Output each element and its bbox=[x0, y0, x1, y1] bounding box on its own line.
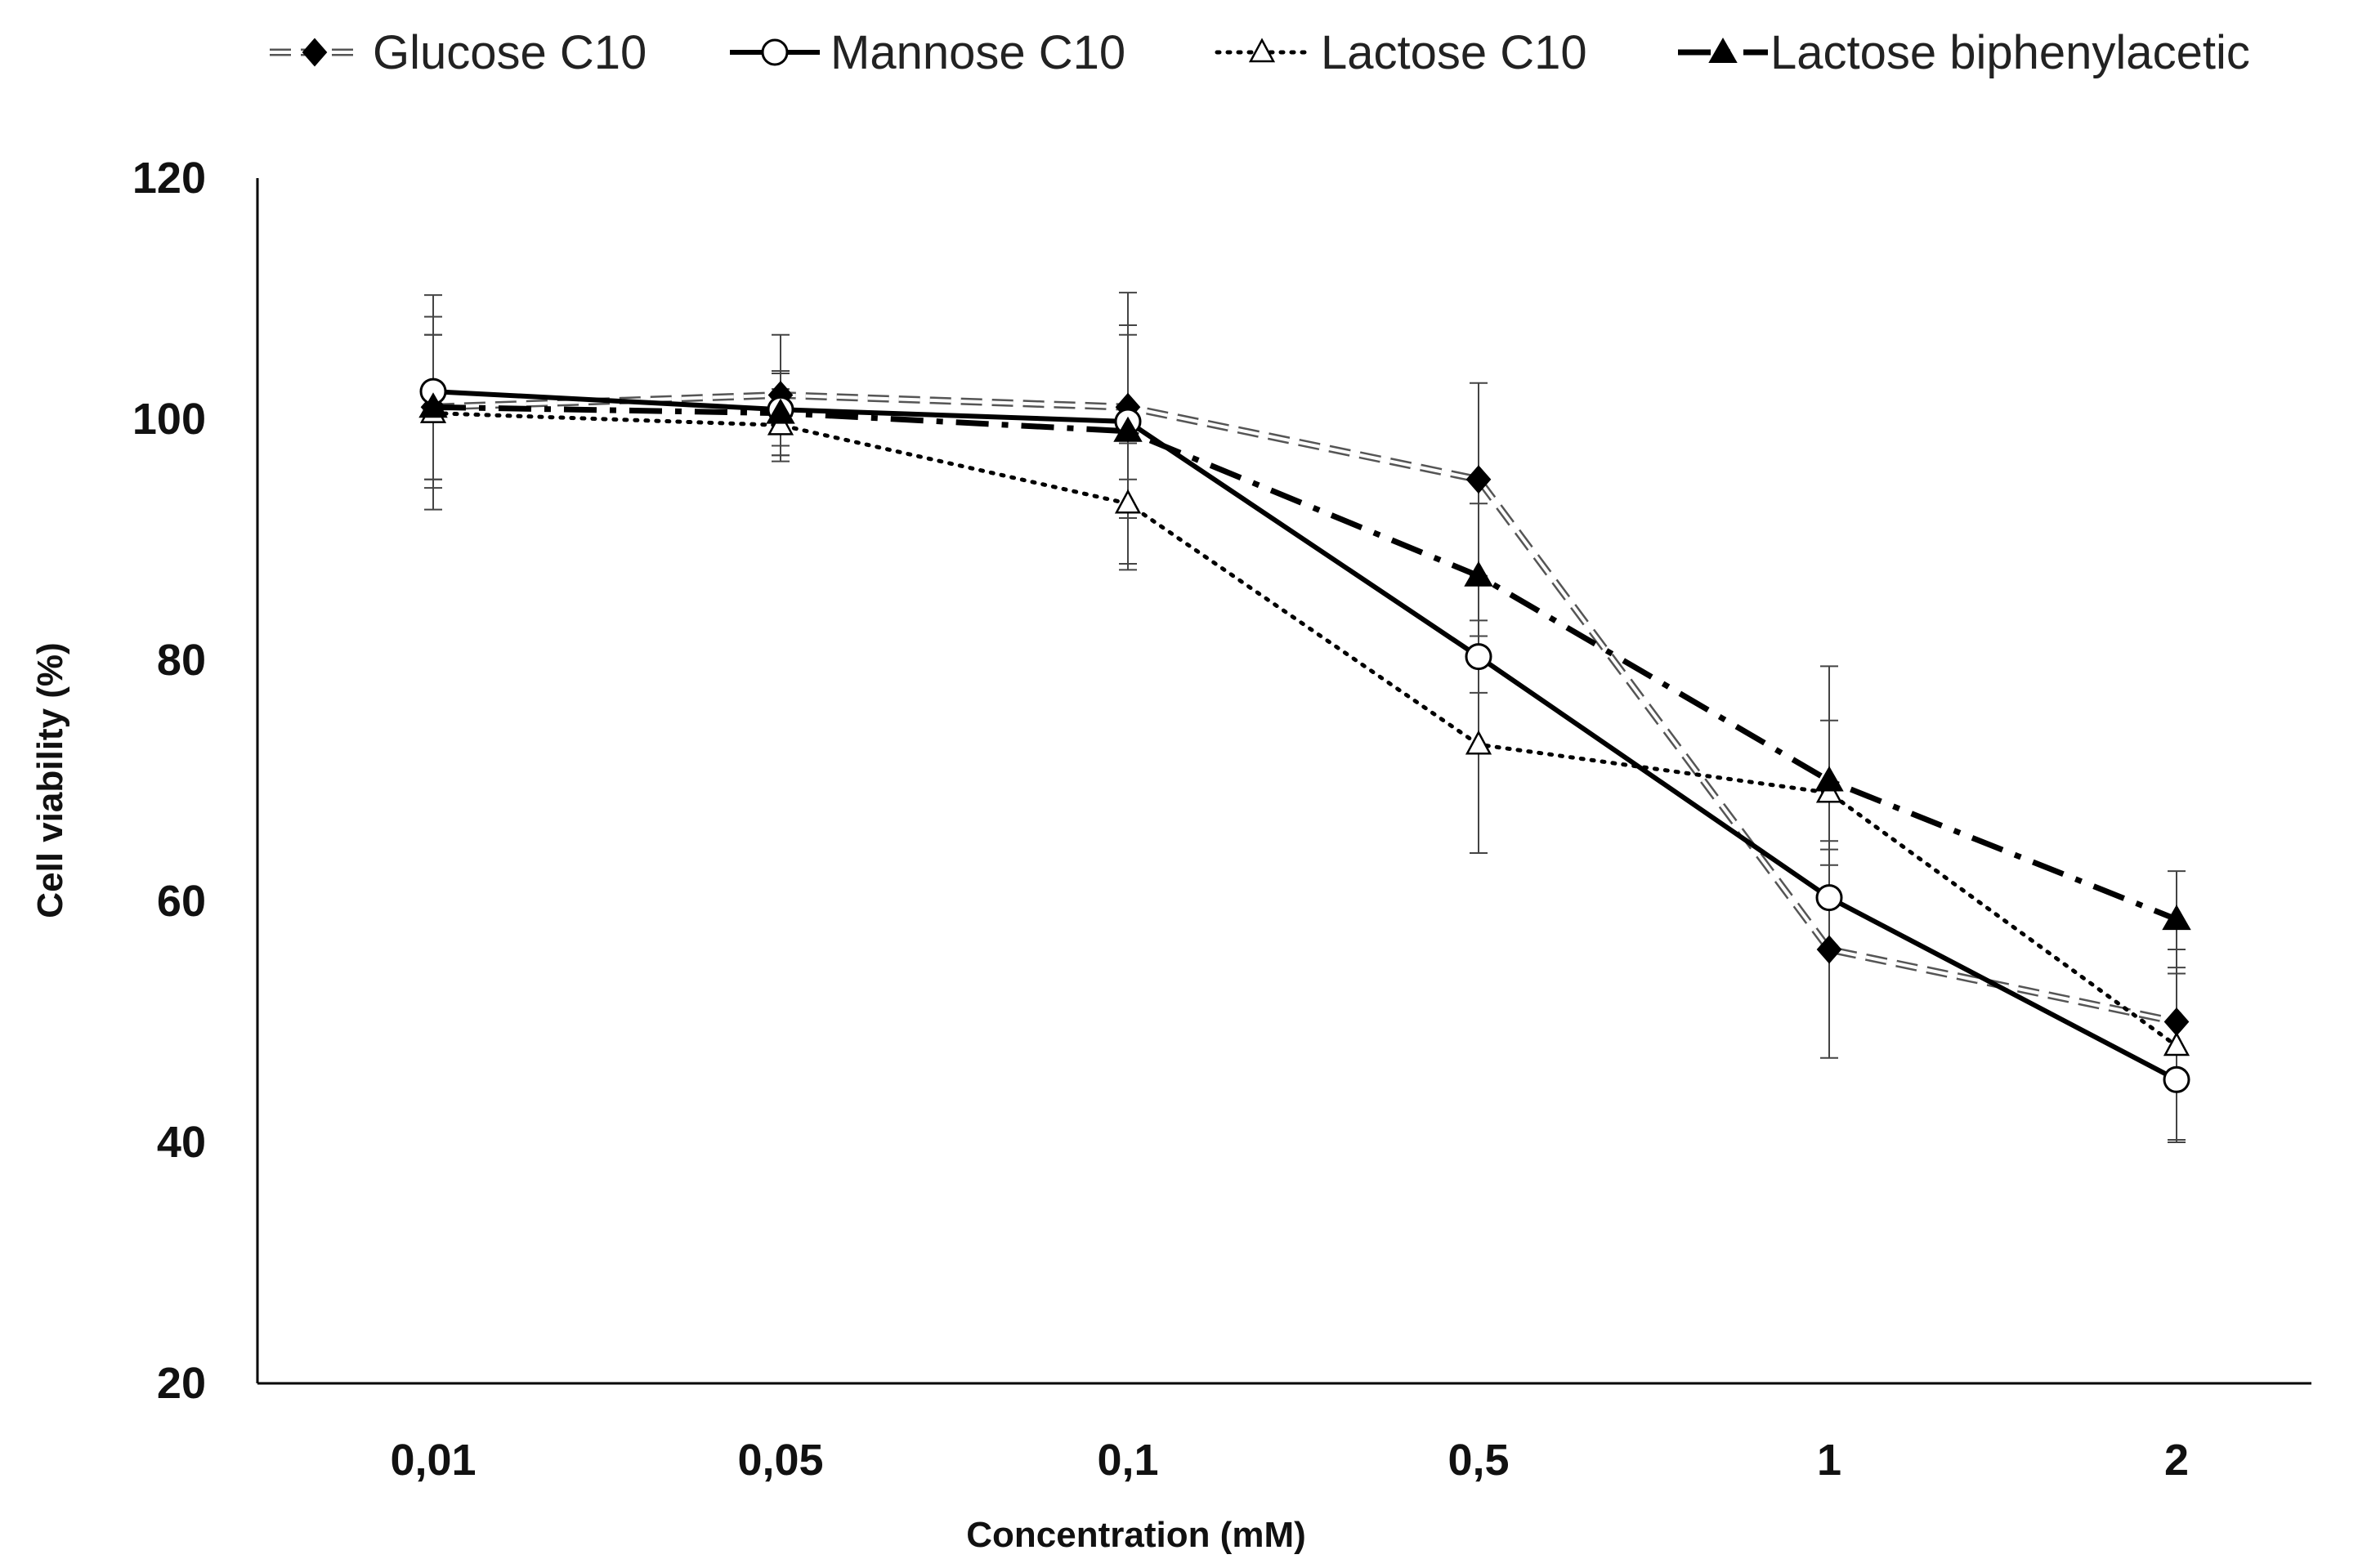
y-tick-label: 100 bbox=[132, 395, 206, 444]
series-line-glucose-core bbox=[432, 393, 2177, 1024]
legend-item-lactose_biph: Lactose biphenylacetic bbox=[1678, 26, 2250, 79]
x-tick-label: 0,1 bbox=[1097, 1436, 1158, 1485]
data-point-lactose_biph bbox=[2162, 905, 2191, 931]
data-point-lactose_biph bbox=[1464, 561, 1493, 587]
tick-labels: 20 40 60 80 100 120 0,01 0,05 0,1 0,5 1 2 bbox=[132, 154, 2189, 1485]
x-tick-label: 2 bbox=[2164, 1436, 2189, 1485]
legend-marker bbox=[1708, 37, 1738, 63]
data-point-mannose bbox=[2163, 1065, 2190, 1093]
data-point-mannose bbox=[1815, 884, 1843, 912]
legend-marker bbox=[1248, 38, 1276, 63]
y-tick-label: 40 bbox=[157, 1118, 206, 1167]
y-axis-title: Cell viability (%) bbox=[30, 642, 70, 918]
series-line-lactose_biph bbox=[432, 404, 2178, 922]
data-point-mannose bbox=[1465, 643, 1492, 671]
legend-marker bbox=[761, 38, 789, 66]
axes bbox=[256, 178, 2311, 1385]
legend-item-lactose: Lactose C10 bbox=[1215, 26, 1587, 79]
data-point-lactose bbox=[1465, 730, 1492, 755]
y-tick-label: 60 bbox=[157, 877, 206, 926]
x-tick-label: 0,5 bbox=[1447, 1436, 1509, 1485]
y-tick-label: 120 bbox=[132, 154, 206, 203]
data-point-glucose bbox=[1816, 935, 1842, 964]
data-point-glucose bbox=[2163, 1007, 2190, 1037]
data-point-glucose bbox=[1465, 465, 1492, 494]
series-line-lactose bbox=[431, 411, 2179, 1048]
series-line-mannose bbox=[432, 389, 2178, 1082]
data-point-lactose bbox=[1114, 489, 1142, 514]
legend-label: Mannose C10 bbox=[830, 26, 1125, 79]
x-tick-label: 1 bbox=[1817, 1436, 1841, 1485]
legend-item-glucose: Glucose C10 bbox=[270, 26, 647, 79]
series-lines bbox=[431, 389, 2179, 1082]
y-tick-label: 80 bbox=[157, 636, 206, 685]
x-tick-label: 0,05 bbox=[737, 1436, 823, 1485]
data-point-lactose bbox=[2163, 1031, 2190, 1057]
legend-label: Lactose biphenylacetic bbox=[1770, 26, 2250, 79]
legend-label: Lactose C10 bbox=[1321, 26, 1587, 79]
series-line-glucose bbox=[432, 391, 2177, 1025]
x-axis-title: Concentration (mM) bbox=[966, 1515, 1306, 1555]
legend-marker bbox=[302, 38, 328, 67]
legend: Glucose C10 Mannose C10 Lactose C10 Lactose… bbox=[270, 26, 2250, 79]
y-tick-label: 20 bbox=[157, 1359, 206, 1408]
legend-item-mannose: Mannose C10 bbox=[730, 26, 1125, 79]
data-point-lactose_biph bbox=[418, 392, 448, 418]
data-point-lactose_biph bbox=[1113, 416, 1143, 442]
data-point-lactose_biph bbox=[1814, 766, 1844, 792]
legend-label: Glucose C10 bbox=[373, 26, 647, 79]
series-markers bbox=[418, 377, 2191, 1093]
x-tick-label: 0,01 bbox=[390, 1436, 476, 1485]
data-point-lactose_biph bbox=[766, 398, 795, 424]
